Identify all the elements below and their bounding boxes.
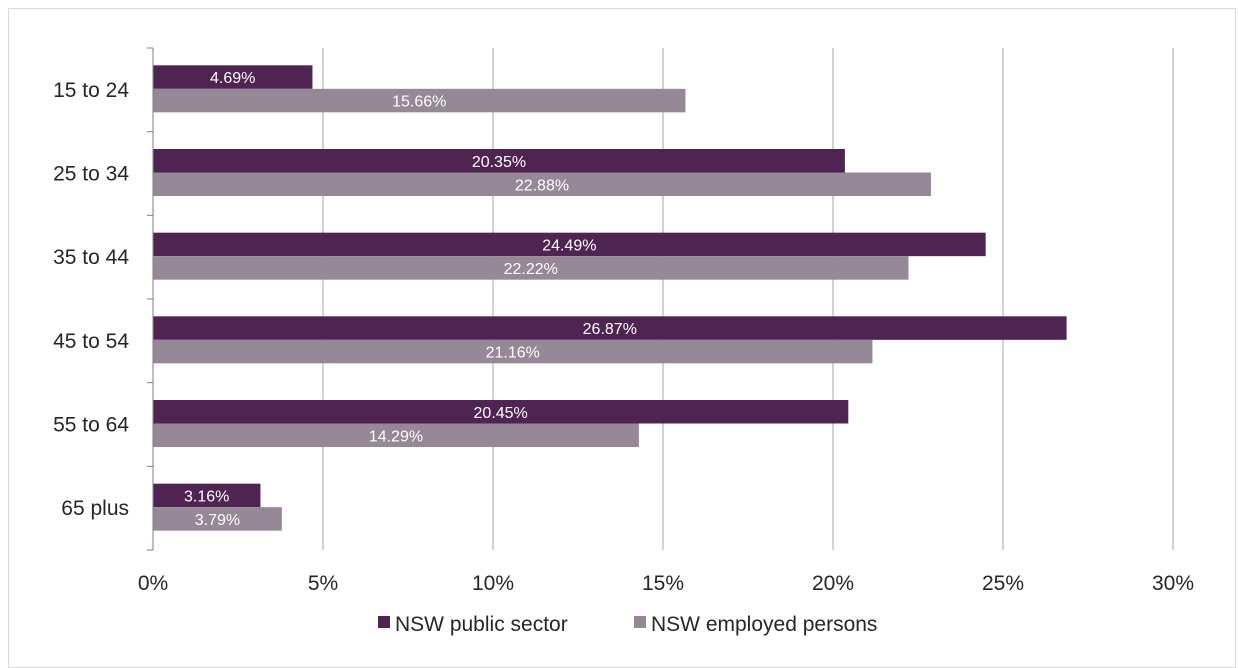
- x-tick-label: 30%: [1152, 572, 1194, 595]
- data-label: 14.29%: [369, 428, 423, 445]
- category-label: 65 plus: [61, 497, 129, 520]
- x-tick-label: 5%: [308, 572, 338, 595]
- x-tick-label: 20%: [812, 572, 854, 595]
- legend-swatch: [634, 616, 646, 628]
- bar-employed-persons: [153, 88, 686, 113]
- axes: [147, 47, 154, 551]
- category-label: 25 to 34: [53, 163, 129, 186]
- data-label: 22.88%: [515, 177, 569, 194]
- data-label: 24.49%: [542, 237, 596, 254]
- legend-label: NSW employed persons: [651, 613, 877, 636]
- bar-employed-persons: [153, 423, 639, 447]
- data-label: 21.16%: [486, 345, 540, 362]
- x-tick-label: 0%: [138, 572, 168, 595]
- x-tick-label: 15%: [642, 572, 684, 595]
- data-label: 4.69%: [210, 70, 255, 87]
- bar-employed-persons: [153, 256, 909, 280]
- bar-public-sector: [153, 65, 313, 89]
- gridlines: [322, 48, 1174, 550]
- labels: 0% 5% 10% 15% 20% 25% 30% 15 to 24 4.69% 15.66% 25…: [53, 70, 1194, 595]
- legend-label: NSW public sector: [395, 613, 568, 636]
- data-label: 3.79%: [195, 512, 240, 529]
- bar-public-sector: [153, 483, 261, 508]
- x-tick-label: 10%: [472, 572, 514, 595]
- data-label: 20.45%: [474, 405, 528, 422]
- bar-public-sector: [153, 149, 845, 173]
- legend: NSW public sector NSW employed persons: [378, 613, 877, 636]
- data-label: 22.22%: [504, 261, 558, 278]
- data-label: 3.16%: [184, 488, 229, 505]
- bar-public-sector: [153, 232, 986, 257]
- category-label: 55 to 64: [53, 414, 129, 437]
- data-label: 26.87%: [583, 321, 637, 338]
- category-label: 35 to 44: [53, 246, 129, 269]
- data-label: 15.66%: [392, 94, 446, 111]
- x-tick-label: 25%: [982, 572, 1024, 595]
- bar-employed-persons: [153, 172, 931, 196]
- bars: [153, 65, 1067, 531]
- bar-employed-persons: [153, 339, 873, 364]
- bar-public-sector: [153, 316, 1067, 340]
- legend-swatch: [378, 616, 390, 628]
- bar-public-sector: [153, 400, 849, 424]
- data-label: 20.35%: [472, 154, 526, 171]
- category-label: 15 to 24: [53, 79, 129, 102]
- bar-employed-persons: [153, 507, 282, 531]
- category-label: 45 to 54: [53, 330, 129, 353]
